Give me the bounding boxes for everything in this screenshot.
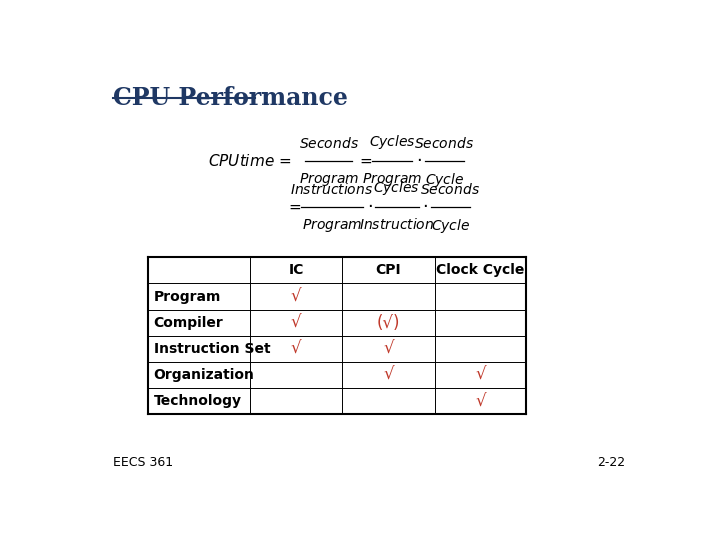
Text: Clock Cycle: Clock Cycle bbox=[436, 264, 525, 278]
Text: =: = bbox=[289, 200, 301, 215]
Text: Instruction Set: Instruction Set bbox=[153, 342, 270, 356]
Text: Program: Program bbox=[153, 289, 221, 303]
Text: √: √ bbox=[383, 366, 394, 384]
Text: Compiler: Compiler bbox=[153, 316, 223, 330]
Text: $\mathit{Seconds}$: $\mathit{Seconds}$ bbox=[420, 182, 480, 197]
Text: CPU Performance: CPU Performance bbox=[113, 86, 348, 110]
Text: √: √ bbox=[383, 340, 394, 358]
Text: $\mathit{Cycles}$: $\mathit{Cycles}$ bbox=[374, 179, 420, 197]
Text: $\mathit{CPUtime}$ =: $\mathit{CPUtime}$ = bbox=[208, 153, 291, 169]
Text: $\mathit{Instructions}$: $\mathit{Instructions}$ bbox=[290, 182, 374, 197]
Text: IC: IC bbox=[289, 264, 304, 278]
Text: ·: · bbox=[366, 198, 372, 216]
Text: $\mathit{Program}$: $\mathit{Program}$ bbox=[299, 171, 359, 188]
Text: $\mathit{Cycle}$: $\mathit{Cycle}$ bbox=[431, 217, 470, 235]
Text: $\mathit{Instruction}$: $\mathit{Instruction}$ bbox=[359, 217, 435, 232]
Text: √: √ bbox=[475, 366, 486, 384]
Text: $\mathit{Seconds}$: $\mathit{Seconds}$ bbox=[299, 136, 359, 151]
Text: CPI: CPI bbox=[376, 264, 401, 278]
Text: √: √ bbox=[475, 392, 486, 410]
Text: $\mathit{Seconds}$: $\mathit{Seconds}$ bbox=[414, 136, 474, 151]
Text: (√): (√) bbox=[377, 314, 400, 332]
Text: =: = bbox=[360, 153, 372, 168]
Text: 2-22: 2-22 bbox=[597, 456, 625, 469]
Text: ·: · bbox=[416, 152, 422, 170]
Text: √: √ bbox=[291, 288, 302, 306]
Text: EECS 361: EECS 361 bbox=[113, 456, 174, 469]
Text: $\mathit{Program}$: $\mathit{Program}$ bbox=[302, 217, 362, 234]
Text: $\mathit{Cycle}$: $\mathit{Cycle}$ bbox=[425, 171, 464, 189]
Text: $\mathit{Program}$: $\mathit{Program}$ bbox=[362, 171, 423, 188]
Text: √: √ bbox=[291, 340, 302, 358]
Text: $\mathit{Cycles}$: $\mathit{Cycles}$ bbox=[369, 133, 415, 151]
Text: √: √ bbox=[291, 314, 302, 332]
Text: Organization: Organization bbox=[153, 368, 254, 382]
Text: ·: · bbox=[423, 198, 428, 216]
Text: Technology: Technology bbox=[153, 394, 241, 408]
